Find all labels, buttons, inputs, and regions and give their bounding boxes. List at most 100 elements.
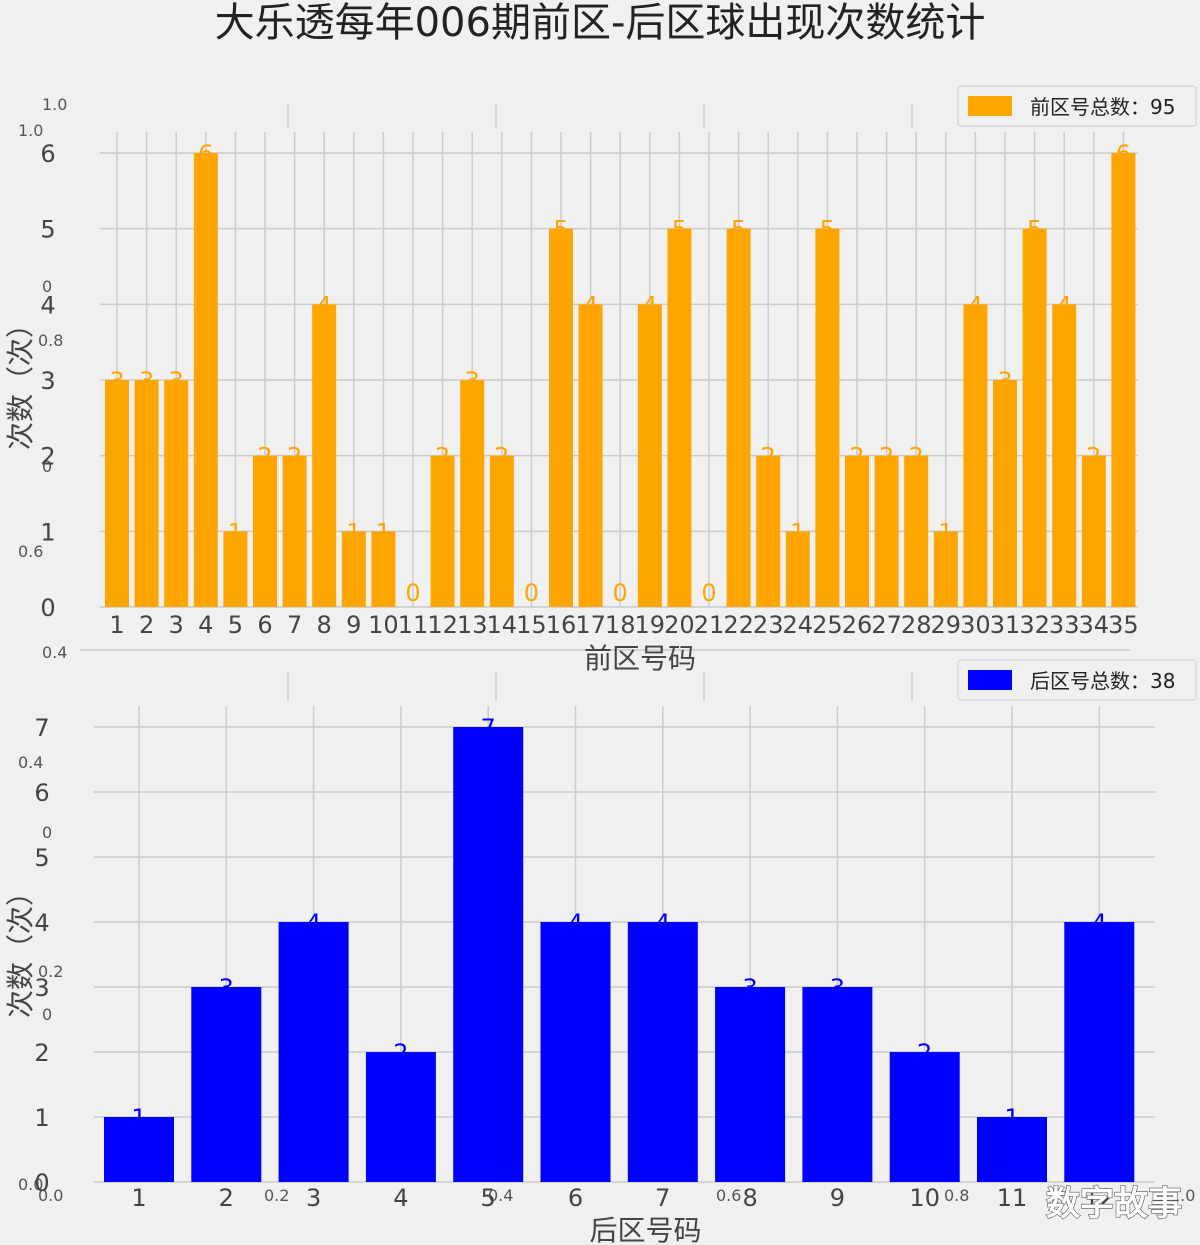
bar xyxy=(105,380,129,607)
bar xyxy=(191,987,262,1182)
y-tick-label: 5 xyxy=(40,216,55,244)
bar-value-label: 3 xyxy=(139,367,154,395)
y-axis-label: 次数（次） xyxy=(4,878,37,1018)
bar xyxy=(726,228,751,607)
ghost-tick-label: 0.2 xyxy=(264,1186,289,1205)
x-tick-label: 9 xyxy=(830,1184,845,1212)
ghost-tick-label: 0.6 xyxy=(18,542,43,561)
ghost-tick-label: 1.0 xyxy=(18,121,43,140)
x-tick-label: 33 xyxy=(1049,611,1080,639)
x-tick-label: 10 xyxy=(909,1184,940,1212)
bar xyxy=(312,304,337,607)
x-tick-label: 10 xyxy=(368,611,399,639)
bar-value-label: 0 xyxy=(613,579,628,607)
bar xyxy=(164,380,189,607)
bar-value-label: 2 xyxy=(393,1039,408,1067)
ghost-tick-label: 0.0 xyxy=(38,1186,63,1205)
x-axis-label: 前区号码 xyxy=(584,642,696,675)
x-tick-label: 35 xyxy=(1108,611,1139,639)
y-tick-label: 0 xyxy=(40,594,55,622)
bar-value-label: 3 xyxy=(997,367,1012,395)
bar-value-label: 5 xyxy=(553,216,568,244)
y-tick-label: 1 xyxy=(40,518,55,546)
x-tick-label: 27 xyxy=(871,611,902,639)
y-tick-label: 2 xyxy=(40,443,55,471)
bar-value-label: 3 xyxy=(465,367,480,395)
ghost-tick-label: 1.0 xyxy=(1170,1186,1195,1205)
bar-value-label: 6 xyxy=(198,140,213,168)
front-zone-chart: 0123456313233641526274819110011212313214… xyxy=(4,85,1197,675)
y-tick-label: 6 xyxy=(40,140,55,168)
bar xyxy=(223,531,248,607)
ghost-tick-label: 0.6 xyxy=(716,1186,741,1205)
bar xyxy=(1064,922,1135,1182)
bar-value-label: 4 xyxy=(968,291,983,319)
bar xyxy=(193,153,218,607)
x-tick-label: 12 xyxy=(427,611,458,639)
x-tick-label: 6 xyxy=(257,611,272,639)
bar-value-label: 4 xyxy=(1092,909,1107,937)
bar-value-label: 4 xyxy=(317,291,332,319)
x-tick-label: 21 xyxy=(694,611,725,639)
bar-value-label: 2 xyxy=(879,443,894,471)
bar xyxy=(540,922,611,1182)
bar-value-label: 3 xyxy=(742,974,757,1002)
x-tick-label: 22 xyxy=(723,611,754,639)
ghost-tick-label: 0.4 xyxy=(18,753,43,772)
bar-value-label: 7 xyxy=(481,714,496,742)
x-tick-label: 28 xyxy=(901,611,932,639)
legend: 后区号总数：38 xyxy=(957,659,1197,701)
x-tick-label: 34 xyxy=(1079,611,1110,639)
bar-value-label: 1 xyxy=(376,518,391,546)
x-tick-label: 18 xyxy=(605,611,636,639)
bar-value-label: 2 xyxy=(909,443,924,471)
x-tick-label: 24 xyxy=(783,611,814,639)
bar-value-label: 3 xyxy=(109,367,124,395)
ghost-tick-label: 0 xyxy=(42,457,52,476)
bar-value-label: 4 xyxy=(1057,291,1072,319)
ghost-tick-label: 0.4 xyxy=(488,1186,513,1205)
bar xyxy=(365,1052,436,1182)
bar-value-label: 2 xyxy=(849,443,864,471)
legend-swatch xyxy=(968,96,1012,116)
bar-value-label: 2 xyxy=(761,443,776,471)
bar-value-label: 2 xyxy=(287,443,302,471)
ghost-tick-label: 0 xyxy=(42,823,52,842)
legend: 前区号总数：95 xyxy=(957,85,1197,127)
x-tick-label: 8 xyxy=(317,611,332,639)
x-tick-label: 3 xyxy=(169,611,184,639)
x-axis-label: 后区号码 xyxy=(589,1214,701,1245)
x-tick-label: 2 xyxy=(219,1184,234,1212)
bar-value-label: 1 xyxy=(938,518,953,546)
bar xyxy=(963,304,988,607)
x-tick-label: 19 xyxy=(635,611,666,639)
bar xyxy=(578,304,603,607)
x-tick-label: 29 xyxy=(931,611,962,639)
y-tick-label: 6 xyxy=(34,779,49,807)
bar-value-label: 2 xyxy=(494,443,509,471)
bar xyxy=(815,228,840,607)
y-tick-label: 7 xyxy=(34,714,49,742)
ghost-tick-label: 0.8 xyxy=(38,331,63,350)
x-tick-label: 1 xyxy=(131,1184,146,1212)
bar xyxy=(667,228,692,607)
x-tick-label: 30 xyxy=(960,611,991,639)
legend-swatch xyxy=(968,670,1012,690)
bar xyxy=(430,455,455,607)
x-tick-label: 4 xyxy=(393,1184,408,1212)
ghost-tick-label: 0 xyxy=(42,1005,52,1024)
bar-value-label: 1 xyxy=(346,518,361,546)
x-tick-label: 14 xyxy=(487,611,518,639)
bar-value-label: 0 xyxy=(701,579,716,607)
y-tick-label: 0 xyxy=(34,1169,49,1197)
bar xyxy=(977,1117,1047,1182)
x-tick-label: 15 xyxy=(516,611,547,639)
bar xyxy=(802,987,873,1182)
x-tick-label: 17 xyxy=(575,611,606,639)
x-tick-label: 32 xyxy=(1019,611,1050,639)
y-axis-label: 次数（次） xyxy=(4,310,37,450)
bar-value-label: 2 xyxy=(257,443,272,471)
ghost-tick-label: 0.4 xyxy=(42,643,67,662)
